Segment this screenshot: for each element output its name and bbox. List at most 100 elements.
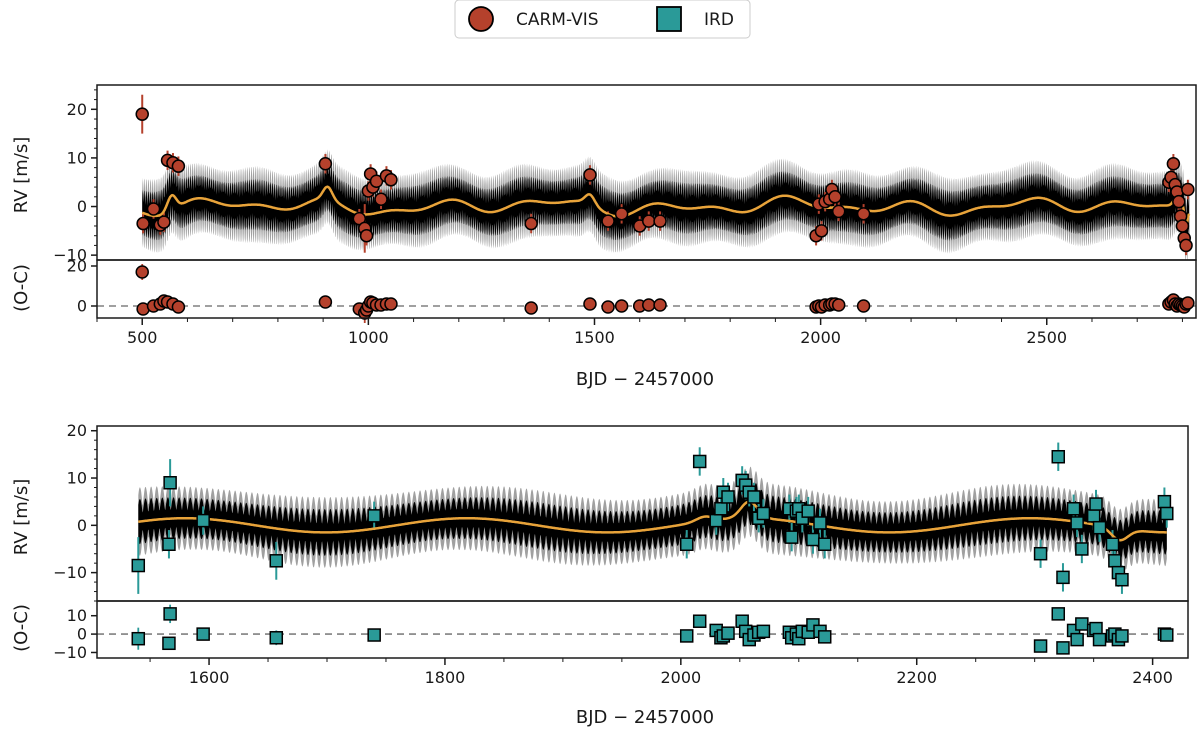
legend-label-ird: IRD [704,10,734,30]
ird-band-inner [138,478,1167,561]
ird-panel: RV [m/s] (O-C) BJD − 2457000 −1001020−10… [11,421,1189,728]
ird-data-point [1160,506,1174,521]
carm-y-tick-label: 10 [67,148,87,167]
carm-data-point [831,204,846,219]
ird-residual-y-tick-label: −10 [53,643,87,662]
ird-data-point [367,509,381,523]
carm-data-point [524,216,538,231]
carm-residual-point [318,295,333,309]
carm-data-point [856,207,871,221]
ird-residual-point [1075,617,1089,631]
carm-data-point [814,224,829,238]
ird-data-point [1157,494,1172,509]
ird-data-point [1115,572,1129,587]
ird-residual-point [269,631,284,645]
carm-residual-point [384,297,398,311]
ird-y-tick-label: 10 [67,469,87,488]
ird-x-axis-label: BJD − 2457000 [576,707,714,728]
ird-data-point [1056,570,1070,585]
ird-residual-point [1092,632,1107,647]
carm-model-line [141,185,1191,231]
ird-residual-point [1033,639,1048,653]
carm-data-point [1175,219,1190,233]
carm-band-inner [142,161,1190,250]
ird-residual-point [1089,621,1103,636]
ird-residual-point [196,627,210,641]
ird-residual-point [131,631,146,646]
ird-residual-point [1070,632,1084,647]
carm-data-point [157,215,171,229]
carm-x-axis-label: BJD − 2457000 [576,369,714,390]
carm-data-point [384,173,398,187]
carm-residual-point [642,298,656,312]
ird-data-point [817,537,832,551]
ird-data-point [162,537,176,551]
legend-marker-carm-vis [468,6,494,32]
ird-residual-axis-label: (O-C) [11,604,32,652]
ird-data-point [721,490,735,504]
carm-residual-point [601,300,615,314]
carm-x-tick-label: 1500 [574,328,615,347]
ird-residual-point [817,630,832,644]
ird-data-point [131,558,146,573]
ird-data-point [784,530,799,544]
carm-residual-point [171,300,186,314]
carm-y-tick-label: −10 [53,246,87,265]
ird-residual-point [756,624,771,639]
ird-y-tick-label: 20 [67,421,87,440]
carm-residual-axis-label: (O-C) [11,264,32,312]
ird-data-point [1075,542,1089,556]
ird-band-outer [138,466,1167,572]
ird-data-point [163,476,177,490]
ird-y-tick-label: −10 [53,563,87,582]
carm-residual-point [831,298,846,312]
ird-data-point [679,537,694,551]
ird-data-point [1105,537,1120,551]
ird-residual-point [1160,628,1174,642]
ird-x-tick-label: 2400 [1132,668,1173,687]
ird-residual-point [367,628,381,642]
ird-residual-point [692,614,707,628]
carm-residual-point [614,299,629,313]
carm-residual-point [1181,296,1195,310]
ird-data-point [1086,509,1101,523]
ird-x-tick-label: 2000 [660,668,701,687]
ird-residual-point [163,607,177,621]
ird-residual-point [721,626,735,640]
carm-data-point [642,214,656,228]
carm-residual-point [856,299,871,313]
carm-vis-panel: RV [m/s] (O-C) BJD − 2457000 −10 0 10 20 0 20… [11,84,1197,390]
ird-data-point [1089,497,1103,511]
ird-points [131,449,1174,587]
carm-data-point [1172,194,1186,209]
ird-data-point [813,516,827,530]
carm-x-tick-label: 500 [127,328,158,347]
ird-model-band [138,466,1167,572]
ird-data-point [747,490,761,504]
ird-residual-y-tick-label: 10 [67,606,87,625]
carm-data-point [374,192,388,206]
carm-residual-y-tick-label: 20 [67,257,87,276]
ird-data-point [269,554,284,568]
carm-data-point [1166,157,1181,171]
carm-x-tick-label: 2000 [800,328,841,347]
ird-x-tick-label: 1600 [189,668,230,687]
ird-residual-points [131,604,1174,655]
ird-residual-y-tick-label: 0 [77,625,87,644]
carm-residual-point [524,301,538,315]
ird-x-tick-label: 1800 [425,668,466,687]
ird-data-point [1070,516,1084,530]
carm-residual-points [135,264,1195,323]
carm-data-point [135,107,149,121]
carm-y-tick-label: 20 [67,100,87,119]
carm-data-point [828,190,842,204]
ird-y-tick-label: 0 [77,516,87,535]
carm-data-point [171,159,186,173]
ird-data-point [196,513,210,528]
carm-residual-axes-frame [96,259,1197,319]
ird-data-point [1108,554,1122,568]
ird-data-point [709,513,723,528]
ird-data-point [714,502,728,516]
ird-data-point [1051,449,1066,464]
carm-residual-point [135,265,149,279]
